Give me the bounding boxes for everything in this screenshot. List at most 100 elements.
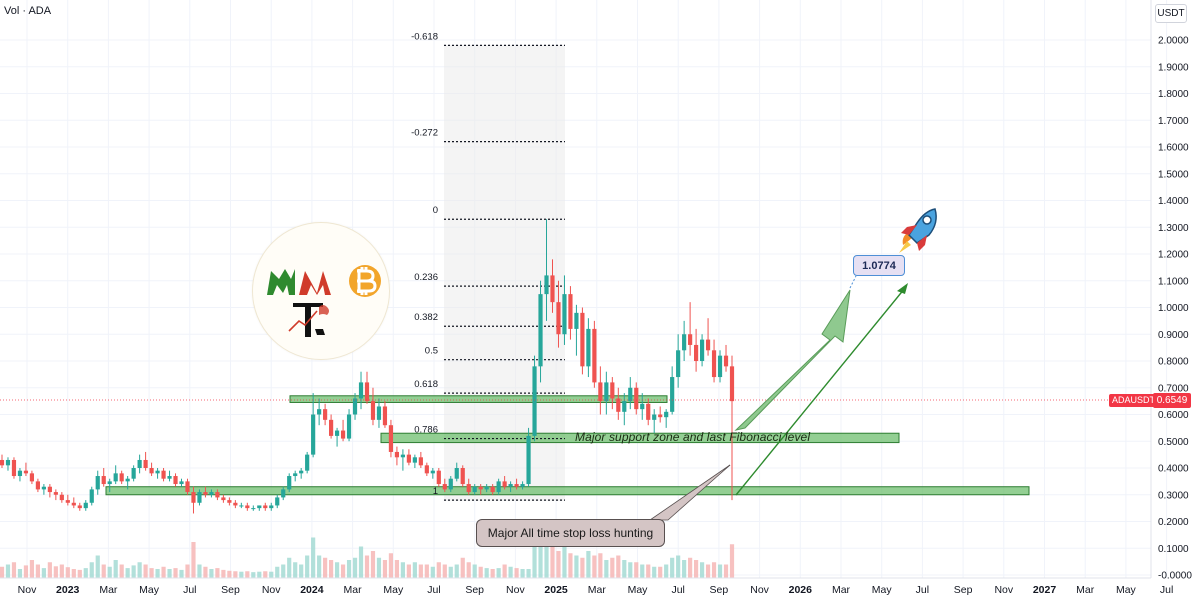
candle-body [592, 328, 597, 383]
price-axis[interactable]: 2.0000 1.9000 1.8000 1.7000 1.6000 1.5000 1.40… [1158, 36, 1192, 582]
volume-bar [167, 569, 172, 578]
candle-body [460, 468, 465, 485]
stop-hunt-callout[interactable]: Major All time stop loss hunting [476, 519, 665, 547]
candle-body [71, 502, 76, 506]
currency-button[interactable]: USDT [1155, 4, 1187, 23]
price-tick-label: 0.7000 [1158, 383, 1189, 394]
candle-body [574, 312, 579, 329]
volume-bar [47, 562, 52, 578]
candle-body [448, 478, 453, 490]
support-zone-label[interactable]: Major support zone and last Fibonacci le… [575, 430, 811, 444]
candle-body [281, 489, 286, 498]
volume-bar [203, 566, 208, 578]
candle-body [412, 457, 417, 463]
time-tick-label: Nov [262, 584, 281, 596]
time-tick-label: Nov [994, 584, 1013, 596]
time-tick-label: Jul [916, 584, 929, 596]
candle-body [394, 451, 400, 458]
candle-body [598, 382, 603, 402]
volume-bar [251, 572, 256, 578]
time-tick-label: Mar [99, 584, 118, 596]
volume-indicator-label[interactable]: Vol · ADA [4, 5, 52, 17]
time-tick-label: Sep [710, 584, 729, 596]
candle-body [191, 492, 196, 503]
price-tick-label: 1.3000 [1158, 223, 1189, 234]
volume-bar [125, 568, 130, 578]
target-price-label[interactable]: 1.0774 [853, 255, 905, 276]
projection-line[interactable] [735, 287, 906, 496]
volume-bar [406, 564, 411, 578]
candle-body [478, 486, 483, 490]
volume-bar [580, 557, 585, 578]
candle-body [664, 411, 669, 418]
volume-bar [472, 564, 477, 578]
candle-body [352, 398, 358, 415]
candlesticks [0, 219, 735, 514]
candle-body [185, 481, 190, 493]
price-tick-label: 2.0000 [1158, 36, 1189, 47]
candle-body [699, 339, 705, 361]
candle-body [604, 382, 609, 402]
volume-bar [646, 564, 651, 578]
candle-body [406, 454, 411, 463]
candle-body [113, 473, 118, 482]
volume-bar [364, 555, 370, 578]
volume-bar [699, 562, 705, 578]
candle-body [556, 302, 561, 335]
volume-bar [35, 564, 40, 578]
fib-level-label: 1 [433, 486, 438, 497]
rocket-icon [895, 205, 943, 262]
support-zones[interactable] [105, 395, 1030, 496]
volume-bar [323, 557, 328, 578]
candle-body [520, 484, 525, 487]
price-tick-label: 1.6000 [1158, 143, 1189, 154]
projection-arrow[interactable] [734, 289, 851, 431]
candle-body [323, 409, 328, 420]
candle-body [502, 481, 507, 487]
fibonacci-retracement[interactable]: -0.618 -0.272 0 0.236 0.382 0.5 0.618 0.786 1 [411, 31, 565, 501]
candle-body [305, 454, 310, 471]
candle-body [209, 492, 214, 495]
candle-body [676, 350, 681, 378]
candle-body [251, 508, 256, 510]
volume-bar [532, 546, 537, 578]
volume-bar [89, 562, 94, 578]
volume-bar [329, 560, 334, 578]
volume-bar [550, 539, 555, 578]
volume-bar [173, 568, 178, 578]
candle-body [334, 430, 340, 436]
volume-bar [119, 564, 124, 578]
price-tick-label: 1.0000 [1158, 303, 1189, 314]
volume-bar [137, 562, 142, 578]
volume-bar [113, 560, 118, 578]
volume-bar [305, 555, 310, 578]
candle-body [370, 401, 376, 420]
candle-body [83, 502, 88, 509]
candle-body [568, 294, 573, 329]
fib-level-label: -0.272 [411, 128, 438, 139]
volume-bar [442, 564, 447, 578]
volume-bar [209, 569, 214, 578]
candle-body [723, 355, 729, 367]
volume-bar [430, 566, 435, 578]
volume-bar [299, 564, 304, 578]
candle-body [472, 486, 477, 493]
volume-bar [676, 555, 681, 578]
candle-body [688, 334, 693, 345]
time-tick-label: 2027 [1033, 584, 1057, 596]
volume-bar [107, 566, 112, 578]
volume-bar [640, 564, 645, 578]
volume-bar [185, 564, 190, 578]
time-axis[interactable]: Nov 2023 Mar May Jul Sep Nov 2024 Mar May Jul Sep No… [18, 584, 1174, 596]
price-tick-label: 1.7000 [1158, 116, 1189, 127]
candle-body [610, 382, 615, 399]
volume-bar [670, 557, 675, 578]
volume-bar [149, 568, 154, 578]
volume-bar [275, 566, 280, 578]
candle-body [35, 481, 40, 490]
volume-bar [448, 566, 453, 578]
candle-body [221, 497, 226, 501]
volume-bar [466, 562, 471, 578]
volume-bar [418, 564, 423, 578]
